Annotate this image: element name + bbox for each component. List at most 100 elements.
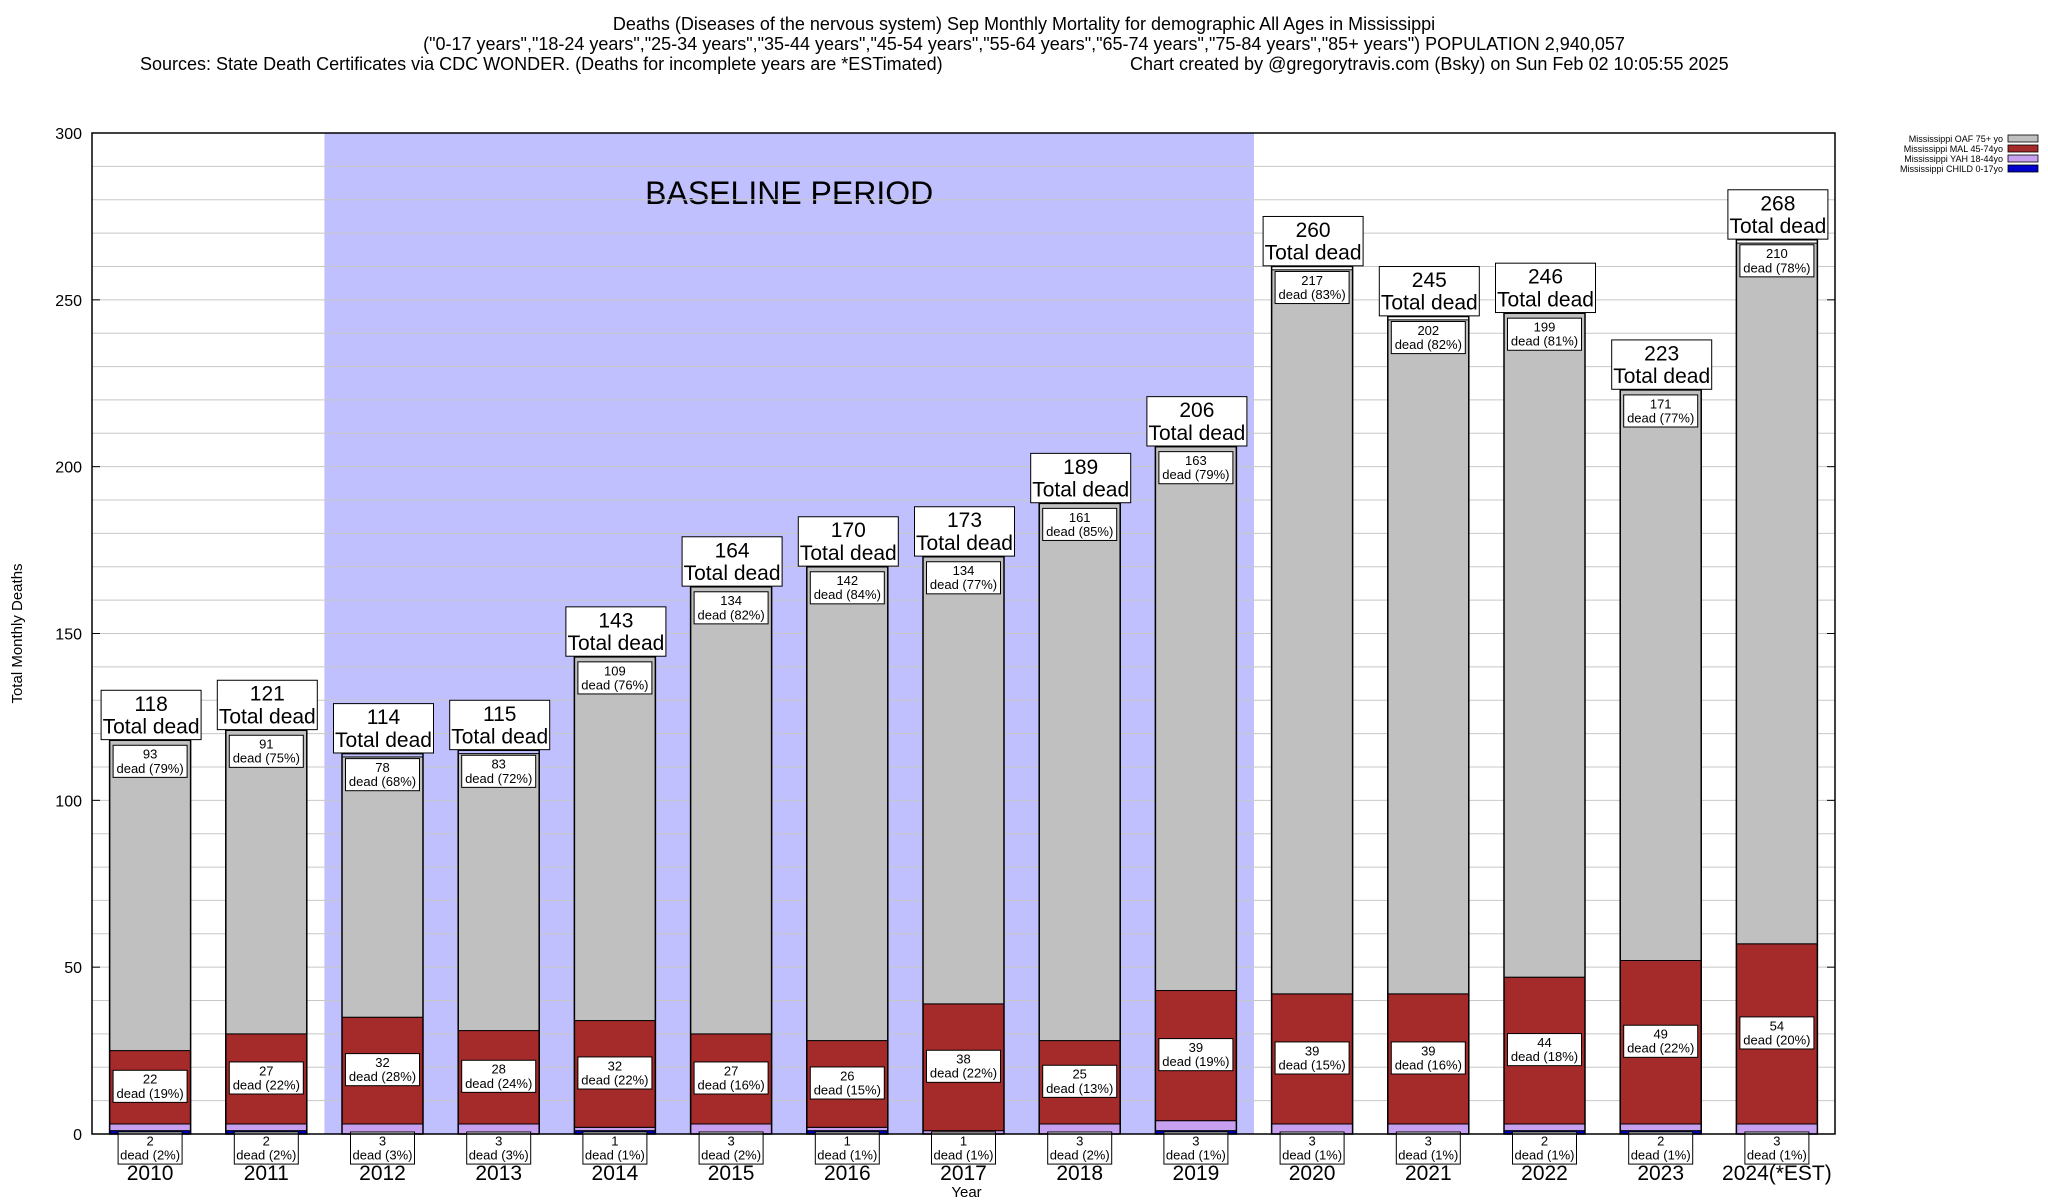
x-tick-label: 2010 (127, 1162, 174, 1185)
label-box (914, 506, 1015, 557)
label-text: Total dead (451, 725, 548, 748)
label-box (1611, 339, 1713, 390)
bar-group (1154, 445, 1238, 1135)
label-text: dead (20%) (1743, 1032, 1810, 1047)
bar-segment (1271, 269, 1354, 995)
bar-group (108, 739, 192, 1135)
label-text: dead (1%) (1282, 1147, 1342, 1162)
label-text: dead (77%) (1627, 410, 1694, 425)
label-text: dead (13%) (1046, 1081, 1113, 1096)
bar-segment (1038, 502, 1121, 1042)
axes-layer: 0 50 100 150 200 250 300 2010 2011 2012 2013 2014 20… (9, 126, 1836, 1200)
label-text: dead (15%) (1278, 1057, 1345, 1072)
label-text: 3 (727, 1133, 734, 1148)
bar-group (1735, 239, 1819, 1135)
label-text: dead (78%) (1743, 260, 1810, 275)
label-box (1030, 452, 1132, 504)
label-text: dead (16%) (697, 1077, 764, 1092)
label-text: dead (82%) (697, 607, 764, 622)
label-box (1378, 266, 1480, 317)
label-text: 143 (598, 609, 633, 632)
label-text: dead (2%) (701, 1147, 761, 1162)
label-text: 164 (715, 539, 750, 562)
label-box (345, 1053, 420, 1087)
label-box (112, 1069, 188, 1103)
label-box (1623, 394, 1699, 428)
bars-layer (108, 239, 1819, 1135)
label-text: Total dead (103, 715, 200, 738)
label-box (1744, 1131, 1810, 1165)
label-text: 26 (840, 1068, 854, 1083)
label-text: 54 (1770, 1018, 1784, 1033)
bar-segment (1619, 389, 1702, 961)
legend-label: Mississippi YAH 18-44yo (1904, 154, 2003, 164)
label-text: dead (76%) (581, 677, 648, 692)
label-text: dead (72%) (465, 771, 532, 786)
label-text: dead (28%) (349, 1069, 416, 1084)
chart-title: Deaths (Diseases of the nervous system) … (612, 14, 1436, 34)
label-box (926, 561, 1001, 595)
legend-label: Mississippi MAL 45-74yo (1904, 144, 2003, 154)
label-box (797, 516, 899, 567)
bar-group (573, 656, 657, 1135)
label-text: Total dead (1032, 479, 1129, 502)
label-box (577, 1056, 653, 1090)
label-text: 3 (379, 1133, 386, 1148)
label-text: 268 (1760, 192, 1795, 215)
x-tick-label: 2017 (940, 1162, 987, 1185)
label-text: 114 (367, 706, 401, 729)
label-text: 3 (495, 1133, 502, 1148)
y-tick-label: 150 (55, 627, 82, 644)
label-box (1146, 396, 1248, 447)
label-box (228, 734, 304, 768)
label-box (565, 606, 667, 657)
bar-segment (1735, 242, 1818, 945)
label-text: 142 (836, 573, 858, 588)
label-text: dead (77%) (930, 577, 997, 592)
bar-group (1270, 265, 1354, 1135)
label-box (1507, 317, 1582, 351)
label-text: dead (1%) (585, 1147, 645, 1162)
label-text: dead (3%) (469, 1147, 529, 1162)
label-box (461, 754, 537, 788)
label-text: 161 (1069, 510, 1091, 525)
legend-swatch (2007, 134, 2039, 143)
label-box (1390, 1041, 1466, 1075)
label-text: 32 (375, 1055, 389, 1070)
label-text: dead (18%) (1511, 1049, 1578, 1064)
label-box (693, 591, 769, 625)
label-text: 2 (263, 1133, 270, 1148)
label-text: dead (19%) (116, 1086, 183, 1101)
bar-segment (1503, 312, 1586, 978)
bar-segment (341, 756, 424, 1018)
x-tick-label: 2023 (1637, 1162, 1684, 1185)
label-text: Total dead (1497, 288, 1594, 311)
label-text: 206 (1179, 399, 1214, 422)
label-text: dead (3%) (353, 1147, 413, 1162)
bar-group (1503, 312, 1586, 1135)
label-box (350, 1131, 415, 1165)
label-text: Total dead (916, 532, 1013, 555)
